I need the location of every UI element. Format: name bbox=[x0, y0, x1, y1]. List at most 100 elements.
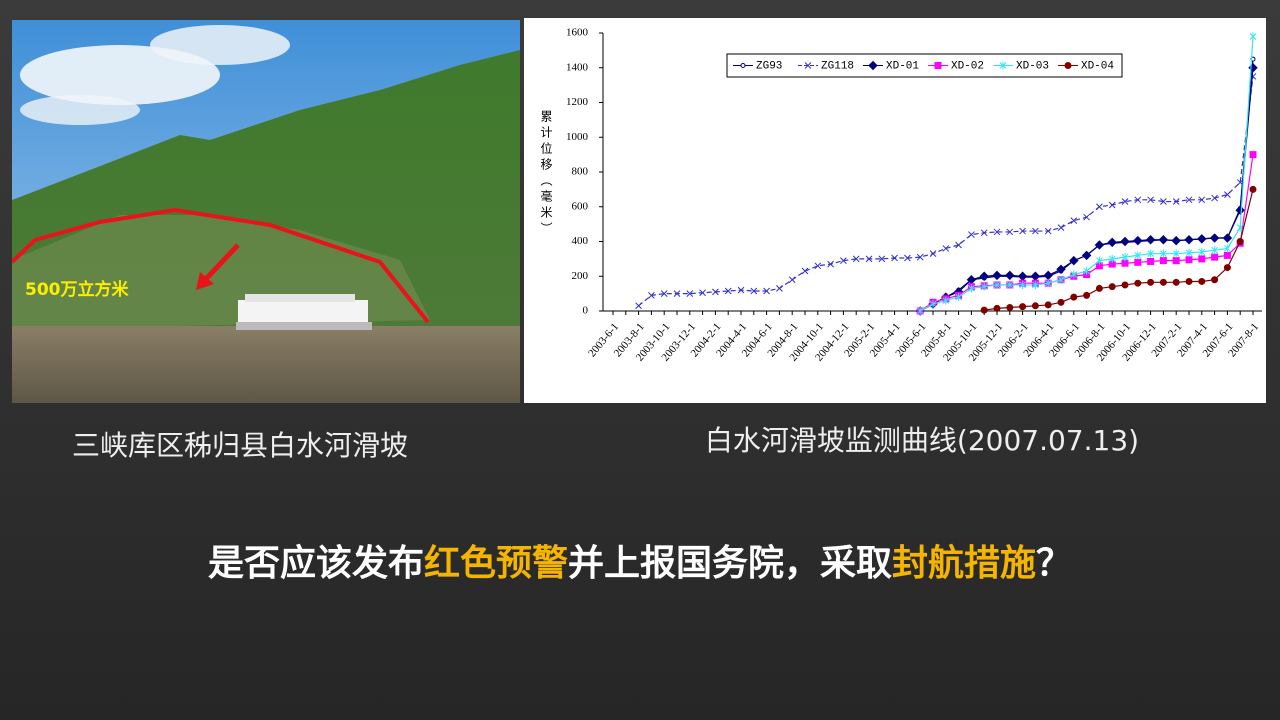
marker bbox=[660, 290, 668, 297]
marker bbox=[1211, 246, 1218, 255]
marker bbox=[1108, 254, 1116, 263]
marker bbox=[1236, 238, 1244, 245]
marker bbox=[1158, 235, 1169, 245]
marker bbox=[955, 241, 962, 249]
marker bbox=[712, 288, 719, 296]
marker bbox=[1198, 247, 1206, 256]
marker bbox=[1223, 251, 1231, 259]
marker bbox=[1160, 198, 1167, 205]
marker bbox=[814, 262, 822, 270]
marker bbox=[955, 293, 962, 302]
marker bbox=[1159, 257, 1167, 265]
chart: 020040060080010001200140016002003-6-1200… bbox=[539, 27, 1262, 364]
marker bbox=[1184, 235, 1194, 245]
marker bbox=[1235, 205, 1245, 215]
marker bbox=[827, 260, 834, 268]
photo-annotation: 500万立方米 bbox=[25, 279, 129, 300]
question-segment: 并上报国务院，采取 bbox=[568, 543, 892, 584]
marker bbox=[1147, 257, 1155, 265]
legend-label: ZG93 bbox=[756, 60, 782, 72]
series-line bbox=[984, 189, 1254, 311]
y-tick-label: 1000 bbox=[566, 131, 589, 143]
marker bbox=[1147, 196, 1154, 204]
marker bbox=[993, 304, 1001, 312]
marker bbox=[1083, 291, 1091, 299]
marker bbox=[1209, 233, 1220, 243]
marker bbox=[980, 282, 988, 291]
marker bbox=[1198, 277, 1206, 285]
marker bbox=[891, 254, 898, 262]
caption: 三峡库区秭归县白水河滑坡 bbox=[72, 429, 408, 462]
marker bbox=[1171, 235, 1181, 246]
question-segment: 红色预警 bbox=[424, 543, 568, 584]
marker bbox=[1057, 298, 1065, 306]
marker bbox=[916, 253, 924, 261]
marker bbox=[1185, 256, 1193, 264]
y-tick-label: 1400 bbox=[566, 61, 589, 73]
legend-marker bbox=[740, 63, 746, 68]
legend: ZG93 ZG118 XD-01 XD-02 XD-03 XD-04 bbox=[726, 53, 1123, 78]
marker bbox=[1006, 304, 1014, 312]
marker bbox=[686, 290, 694, 297]
marker bbox=[1134, 258, 1142, 266]
y-tick-label: 200 bbox=[572, 270, 589, 282]
marker bbox=[1249, 32, 1257, 41]
marker bbox=[942, 245, 950, 252]
marker bbox=[648, 292, 655, 299]
marker bbox=[1211, 253, 1219, 261]
legend-marker bbox=[868, 60, 878, 71]
marker bbox=[968, 231, 975, 238]
marker bbox=[1249, 151, 1257, 159]
legend-label: XD-03 bbox=[1016, 60, 1049, 72]
marker bbox=[1032, 227, 1039, 235]
marker bbox=[1019, 280, 1026, 289]
marker bbox=[1147, 249, 1154, 258]
question: 是否应该发布红色预警并上报国务院，采取封航措施？ bbox=[208, 542, 1072, 584]
marker bbox=[1134, 196, 1142, 204]
marker bbox=[1224, 191, 1231, 198]
legend-marker bbox=[999, 61, 1007, 70]
marker bbox=[788, 276, 796, 284]
marker bbox=[980, 306, 988, 314]
question-segment: 是否应该发布 bbox=[208, 543, 424, 584]
marker bbox=[1198, 196, 1206, 204]
y-tick-label: 600 bbox=[572, 200, 589, 212]
marker bbox=[1197, 234, 1207, 244]
marker bbox=[1134, 279, 1142, 287]
y-tick-label: 1600 bbox=[566, 27, 589, 39]
y-tick-label: 0 bbox=[583, 305, 589, 317]
marker bbox=[1096, 256, 1103, 265]
marker bbox=[1095, 284, 1103, 292]
marker bbox=[724, 287, 732, 295]
marker bbox=[1211, 194, 1218, 202]
marker bbox=[1172, 249, 1180, 258]
marker bbox=[1211, 276, 1219, 284]
marker bbox=[993, 280, 1001, 289]
marker bbox=[1121, 253, 1129, 262]
marker bbox=[1083, 267, 1090, 276]
marker bbox=[1081, 250, 1092, 261]
marker bbox=[1172, 257, 1180, 265]
y-tick-label: 400 bbox=[572, 235, 589, 247]
marker bbox=[801, 267, 809, 275]
marker bbox=[1096, 203, 1103, 211]
photo: 500万立方米 bbox=[12, 20, 520, 403]
marker bbox=[1044, 227, 1052, 235]
marker bbox=[1145, 235, 1156, 245]
marker bbox=[1069, 255, 1079, 266]
marker bbox=[1120, 236, 1130, 247]
legend-label: XD-04 bbox=[1081, 60, 1114, 72]
legend-marker bbox=[934, 62, 942, 69]
marker bbox=[1005, 270, 1015, 281]
marker bbox=[1019, 303, 1027, 311]
y-tick-label: 800 bbox=[572, 166, 589, 178]
marker bbox=[942, 296, 950, 305]
marker bbox=[1172, 198, 1180, 205]
marker bbox=[737, 286, 745, 294]
marker bbox=[852, 255, 860, 263]
marker bbox=[1094, 240, 1105, 250]
caption: 白水河滑坡监测曲线(2007.07.13) bbox=[705, 424, 1139, 457]
marker bbox=[1107, 237, 1117, 248]
